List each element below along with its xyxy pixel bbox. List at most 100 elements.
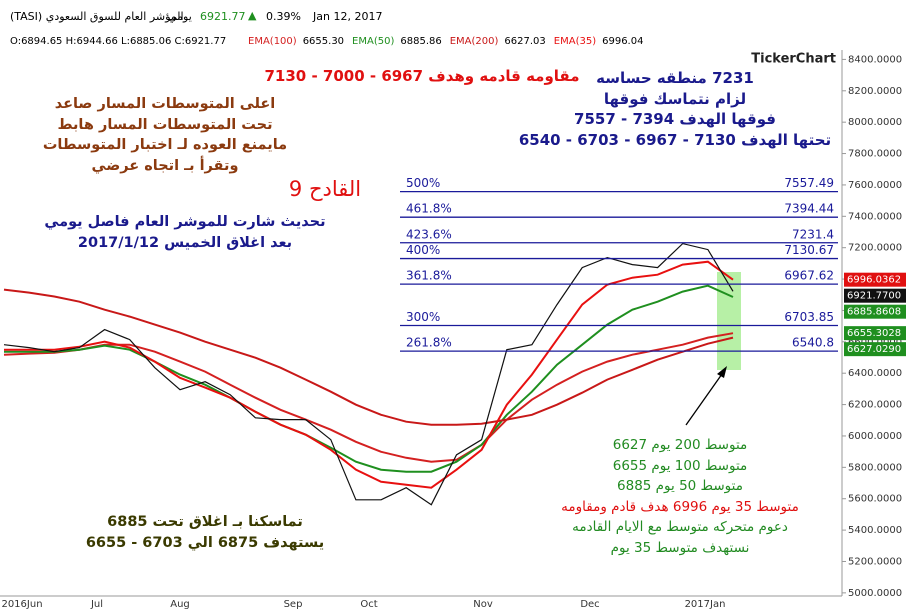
hold-note: تماسكنا بـ اغلاق تحت 6885 يستهدف 6875 ال…: [60, 512, 350, 553]
index-name: المؤشر العام للسوق السعودي: [45, 10, 184, 23]
y-tick-label: 5200.0000: [848, 556, 902, 567]
legend-value: 6627.03: [504, 36, 546, 47]
arrow-head: [717, 366, 727, 378]
y-tick-label: 5800.0000: [848, 462, 902, 473]
note-line: تحتها الهدف 7130 - 6967 - 6703 - 6540: [518, 130, 832, 149]
legend-name: EMA(100): [248, 36, 297, 47]
arrow: [685, 373, 723, 426]
y-tick-label: 7400.0000: [848, 211, 902, 222]
y-tick-label: 5600.0000: [848, 494, 902, 505]
y-tick-label: 6000.0000: [848, 431, 902, 442]
x-tick-label: 2017Jan: [685, 599, 726, 610]
x-tick-label: Nov: [473, 599, 493, 610]
fib-value: 7557.49: [784, 176, 834, 190]
fib-value: 7394.44: [784, 202, 834, 216]
fib-label: 261.8%: [406, 336, 452, 350]
price-tag-label: 6655.3028: [847, 328, 901, 339]
up-icon: ▲: [248, 9, 257, 22]
price-tag: [844, 288, 906, 303]
symbol: (TASI): [10, 10, 43, 23]
header-title: المؤشر العام للسوق السعودي (TASI): [10, 10, 184, 23]
episode-title: القادح 9: [288, 177, 362, 201]
price-tag-label: 6885.8608: [847, 307, 901, 318]
x-tick-label: Oct: [360, 599, 377, 610]
ema-line: [4, 260, 734, 489]
y-tick-label: 7600.0000: [848, 180, 902, 191]
y-tick-label: 5400.0000: [848, 525, 902, 536]
price-tag-label: 6996.0362: [847, 275, 901, 286]
fib-value: 6703.85: [784, 310, 834, 324]
ema-line: [4, 284, 734, 473]
averages-note: متوسط 200 يوم 6627 متوسط 100 يوم 6655 مت…: [535, 435, 825, 558]
note-line: وتقرأ بـ اتجاه عرضي: [91, 157, 239, 174]
note-line: متوسط 200 يوم 6627: [612, 437, 748, 453]
fib-label: 500%: [406, 176, 440, 190]
y-tick-label: 6400.0000: [848, 368, 902, 379]
last-price: 6921.77: [200, 10, 246, 23]
price-tag: [844, 342, 906, 357]
ohlc: O:6894.65 H:6944.66 L:6885.06 C:6921.77: [10, 36, 227, 47]
y-tick-label: 7200.0000: [848, 243, 902, 254]
fib-value: 7130.67: [784, 243, 834, 257]
logo: TickerChart: [751, 52, 836, 67]
y-tick-label: 8000.0000: [848, 117, 902, 128]
ema-line: [3, 332, 734, 463]
legend-name: EMA(35): [553, 36, 597, 47]
plot: [3, 242, 734, 506]
note-line: فوقها الهدف 7394 - 7557: [574, 110, 776, 128]
y-tick-label: 7800.0000: [848, 149, 902, 160]
price-tag-label: 6921.7700: [847, 291, 901, 302]
x-tick-label: Sep: [284, 599, 303, 610]
note-line: متوسط 100 يوم 6655: [612, 457, 748, 474]
legend: EMA(100) 6655.30 EMA(50) 6885.86 EMA(200) 662…: [240, 36, 643, 47]
change: 0.39%: [266, 10, 301, 23]
fib-label: 300%: [406, 310, 440, 324]
y-tick-label: 5000.0000: [848, 588, 902, 599]
legend-value: 6885.86: [400, 36, 442, 47]
highlight-box: [717, 272, 741, 370]
zone-note: 7231 منطقه حساسه لزام نتماسك فوقها فوقها…: [515, 68, 835, 150]
period: يومي: [168, 10, 192, 23]
note-line: دعوم متحركه متوسط مع الايام القادمه: [572, 519, 788, 535]
price-tag: [844, 272, 906, 287]
note-line: متوسط 35 يوم 6996 هدف قادم ومقاومه: [561, 498, 799, 515]
price-tag-label: 6627.0290: [847, 344, 901, 355]
fib-label: 423.6%: [406, 227, 452, 241]
legend-name: EMA(200): [449, 36, 499, 47]
note-line: تماسكنا بـ اغلاق تحت 6885: [107, 514, 303, 530]
y-tick-label: 8200.0000: [848, 86, 902, 97]
x-tick-label: Jul: [90, 599, 103, 610]
note-line: مايمنع العوده لـ اختبار المتوسطات: [42, 137, 288, 153]
fib-label: 361.8%: [406, 269, 452, 283]
fib-label: 461.8%: [406, 202, 452, 216]
note-line: بعد اغلاق الخميس 2017/1/12: [77, 234, 293, 251]
y-tick-label: 8400.0000: [848, 54, 902, 65]
fib-value: 6540.8: [792, 336, 834, 350]
note-line: تحت المتوسطات المسار هابط: [57, 116, 273, 133]
trend-note: اعلى المتوسطات المسار صاعد تحت المتوسطات…: [20, 94, 310, 176]
price-tag: [844, 304, 906, 319]
note-line: تحديث شارت للموشر العام فاصل يومي: [44, 214, 326, 230]
note-line: متوسط 50 يوم 6885: [617, 478, 743, 494]
fib-value: 7231.4: [792, 227, 834, 241]
x-tick-label: Aug: [170, 599, 190, 610]
fib-label: 400%: [406, 243, 440, 257]
note-line: اعلى المتوسطات المسار صاعد: [54, 96, 276, 112]
note-line: 7231 منطقه حساسه: [596, 69, 754, 87]
resistance-note: مقاومه قادمه وهدف 6967 - 7000 - 7130: [264, 67, 580, 85]
price-tag: [844, 326, 906, 341]
x-tick-label: Dec: [580, 599, 599, 610]
x-tick-label: 2016Jun: [1, 599, 42, 610]
note-line: نستهدف متوسط 35 يوم: [610, 539, 750, 556]
ema-line: [3, 288, 734, 426]
fib-value: 6967.62: [784, 269, 834, 283]
date: Jan 12, 2017: [313, 10, 383, 23]
note-line: يستهدف 6875 الي 6703 - 6655: [85, 534, 325, 551]
note-line: لزام نتماسك فوقها: [603, 89, 747, 108]
y-tick-label: 6200.0000: [848, 400, 902, 411]
legend-name: EMA(50): [352, 36, 395, 47]
legend-value: 6655.30: [302, 36, 345, 47]
update-note: تحديث شارت للموشر العام فاصل يومي بعد اغ…: [40, 212, 330, 253]
